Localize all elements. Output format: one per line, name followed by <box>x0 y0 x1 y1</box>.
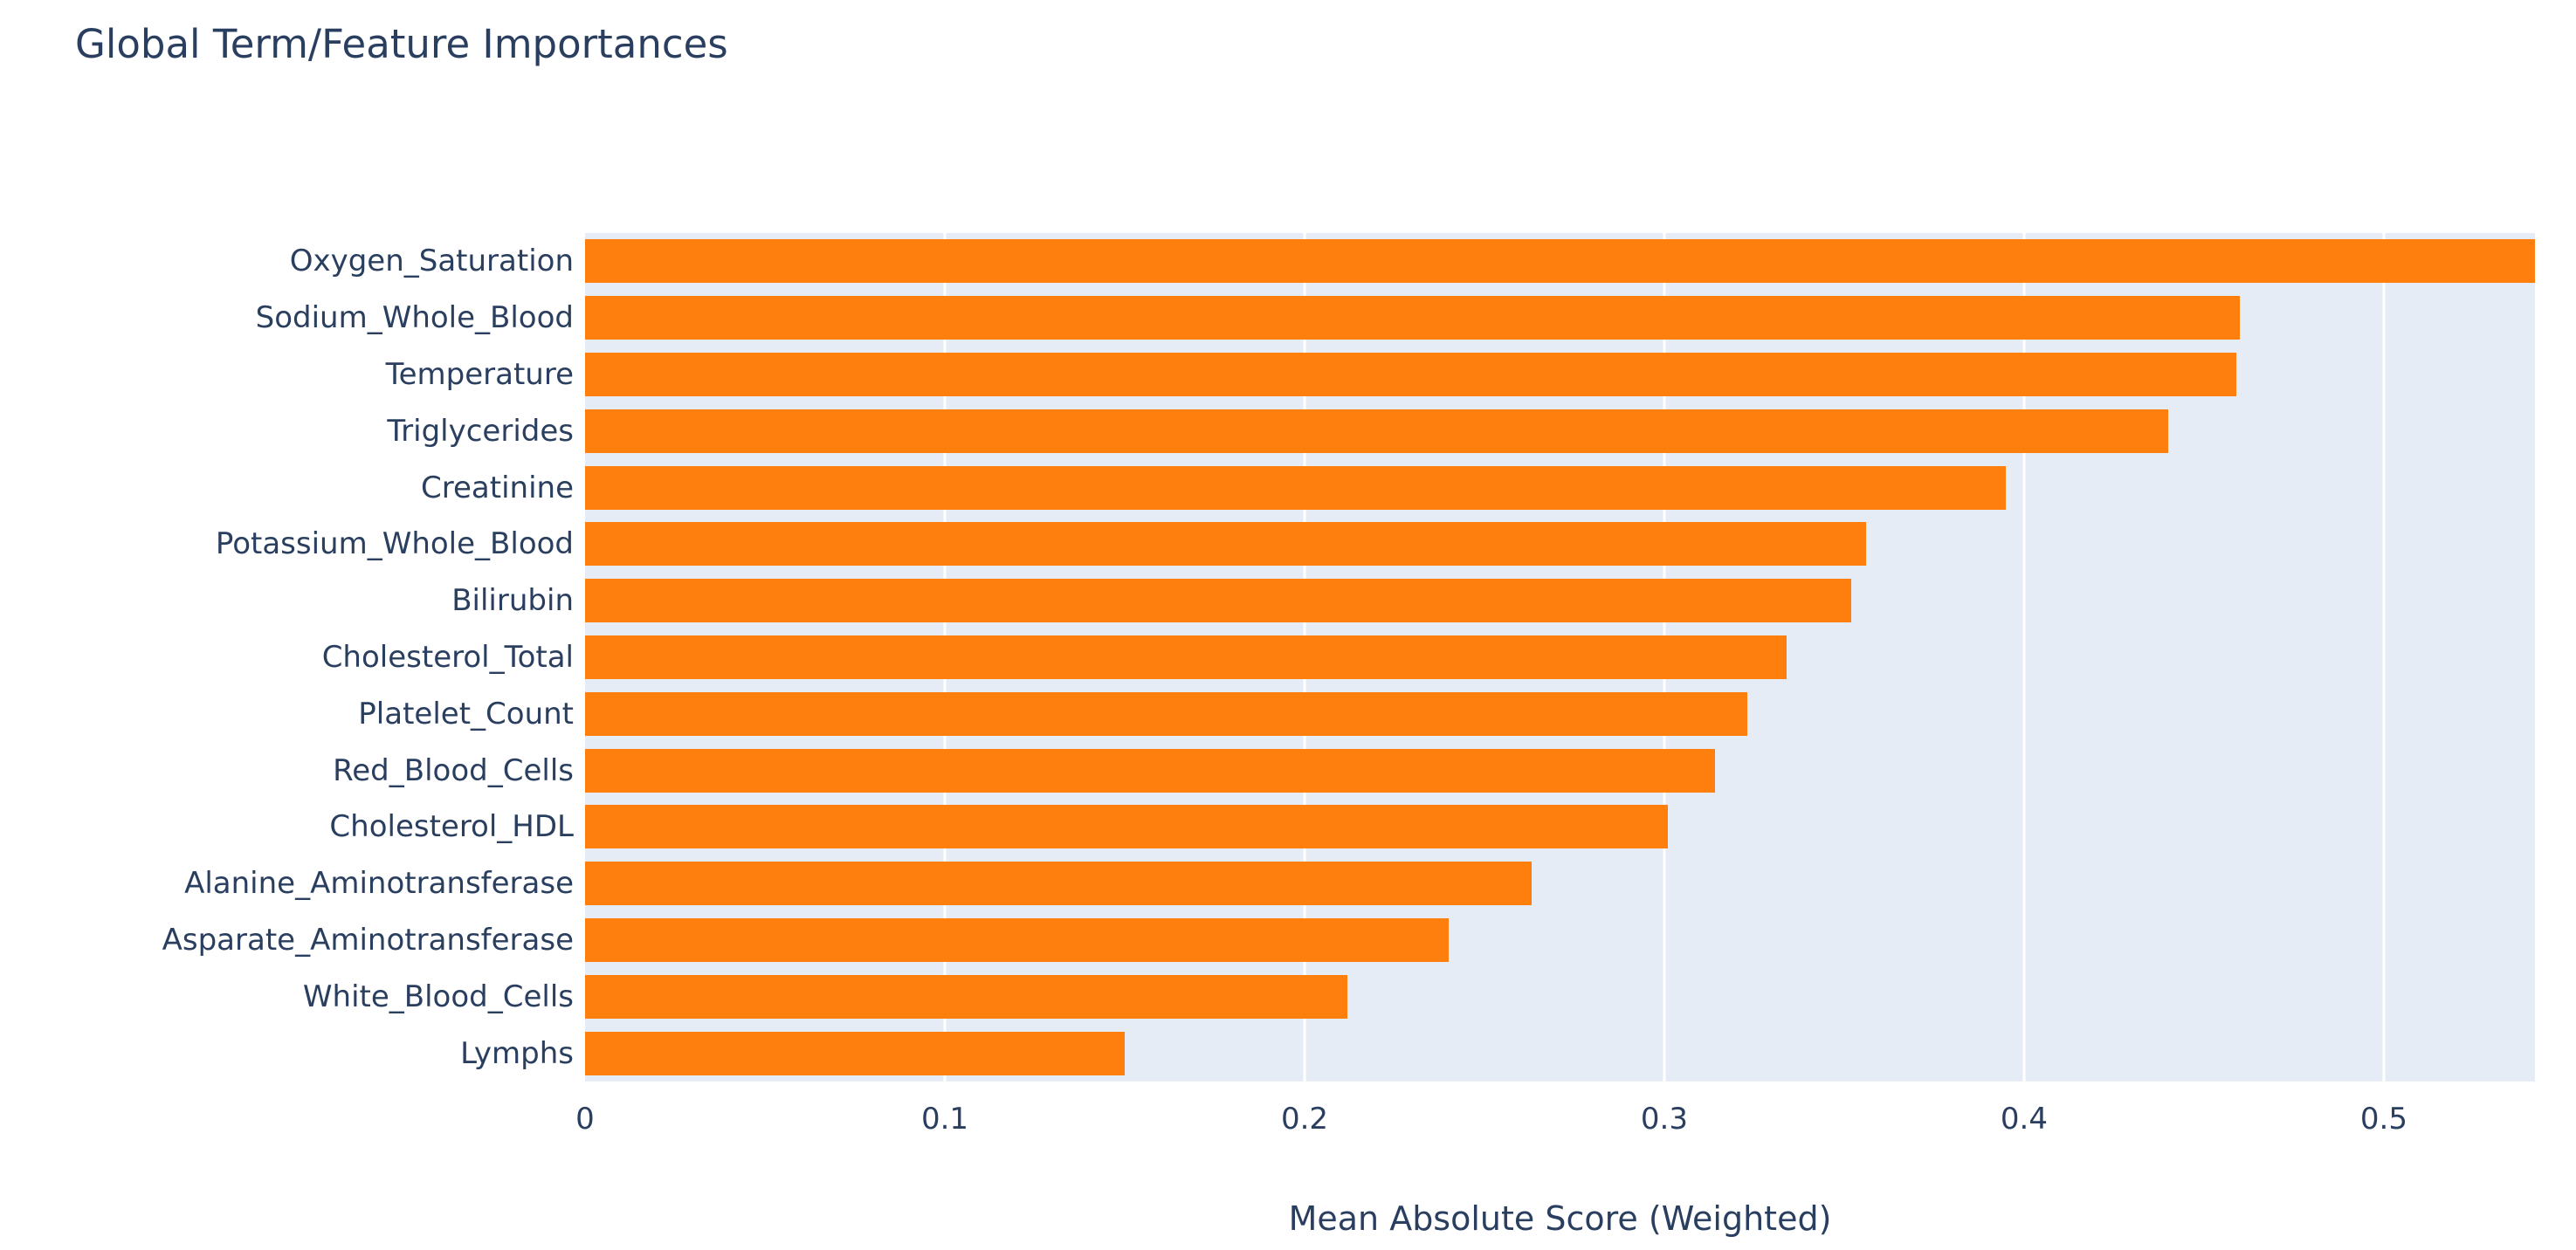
x-axis-ticks: 0 0.1 0.2 0.3 0.4 0.5 <box>575 1102 2535 1140</box>
bar-track <box>585 402 2535 459</box>
bar-row: Cholesterol_HDL <box>0 799 2535 855</box>
bar-row: Temperature <box>0 347 2535 403</box>
importance-bar[interactable] <box>585 974 1348 1019</box>
bar-row: Platelet_Count <box>0 685 2535 742</box>
bar-row: Oxygen_Saturation <box>0 233 2535 290</box>
bar-row: White_Blood_Cells <box>0 968 2535 1025</box>
bar-row: Bilirubin <box>0 573 2535 629</box>
x-tick-label: 0.2 <box>1280 1102 1329 1137</box>
bar-row: Sodium_Whole_Blood <box>0 290 2535 347</box>
gridline <box>2022 233 2026 1082</box>
y-tick-label: Lymphs <box>460 1035 574 1071</box>
bar-rows: Oxygen_Saturation Sodium_Whole_Blood Tempe… <box>0 233 2535 1082</box>
y-tick-label: Bilirubin <box>451 583 574 619</box>
importance-bar[interactable] <box>585 296 2241 340</box>
importance-bar[interactable] <box>585 1031 1125 1075</box>
bar-row: Triglycerides <box>0 402 2535 459</box>
bar-track <box>585 347 2535 403</box>
x-axis-title: Mean Absolute Score (Weighted) <box>1288 1199 1832 1238</box>
bar-row: Lymphs <box>0 1025 2535 1082</box>
importance-bar[interactable] <box>585 748 1715 793</box>
gridline <box>2382 233 2386 1082</box>
importance-bar[interactable] <box>585 409 2168 453</box>
y-tick-label: Sodium_Whole_Blood <box>255 300 574 336</box>
importance-bar[interactable] <box>585 635 1787 679</box>
y-tick-label: Cholesterol_HDL <box>329 809 574 845</box>
bar-track <box>585 685 2535 742</box>
bar-track <box>585 855 2535 912</box>
y-tick-label: Platelet_Count <box>358 696 574 731</box>
x-tick-label: 0.5 <box>2359 1102 2407 1137</box>
bar-track <box>585 968 2535 1025</box>
importance-bar[interactable] <box>585 805 1669 849</box>
bar-row: Cholesterol_Total <box>0 629 2535 686</box>
importance-bar[interactable] <box>585 579 1852 623</box>
chart-title: Global Term/Feature Importances <box>75 21 728 67</box>
x-tick-label: 0.4 <box>2000 1102 2049 1137</box>
bar-track <box>585 912 2535 969</box>
bar-track <box>585 573 2535 629</box>
y-tick-label: White_Blood_Cells <box>302 979 574 1014</box>
bar-track <box>585 629 2535 686</box>
x-tick-label: 0 <box>575 1102 595 1137</box>
y-tick-label: Triglycerides <box>387 413 574 449</box>
importance-bar[interactable] <box>585 522 1866 567</box>
bar-track <box>585 1025 2535 1082</box>
bar-track <box>585 290 2535 347</box>
importance-bar[interactable] <box>585 862 1532 906</box>
y-tick-label: Asparate_Aminotransferase <box>162 922 574 958</box>
y-tick-label: Temperature <box>385 356 574 392</box>
importance-bar[interactable] <box>585 239 2535 284</box>
y-tick-label: Potassium_Whole_Blood <box>215 526 574 562</box>
bar-row: Creatinine <box>0 459 2535 516</box>
x-tick-label: 0.3 <box>1640 1102 1689 1137</box>
importance-bar[interactable] <box>585 465 2007 510</box>
bar-track <box>585 233 2535 290</box>
y-tick-label: Alanine_Aminotransferase <box>184 866 574 902</box>
importance-bar[interactable] <box>585 918 1449 962</box>
bar-track <box>585 459 2535 516</box>
bar-track <box>585 799 2535 855</box>
y-tick-label: Creatinine <box>421 470 574 505</box>
bar-track <box>585 516 2535 573</box>
bar-row: Asparate_Aminotransferase <box>0 912 2535 969</box>
y-tick-label: Cholesterol_Total <box>321 639 574 675</box>
bar-track <box>585 742 2535 799</box>
y-tick-label: Red_Blood_Cells <box>333 752 574 788</box>
importance-bar[interactable] <box>585 353 2237 396</box>
bar-row: Alanine_Aminotransferase <box>0 855 2535 912</box>
y-tick-label: Oxygen_Saturation <box>289 244 574 279</box>
importance-bar[interactable] <box>585 691 1747 736</box>
bar-row: Red_Blood_Cells <box>0 742 2535 799</box>
bar-row: Potassium_Whole_Blood <box>0 516 2535 573</box>
x-tick-label: 0.1 <box>920 1102 969 1137</box>
